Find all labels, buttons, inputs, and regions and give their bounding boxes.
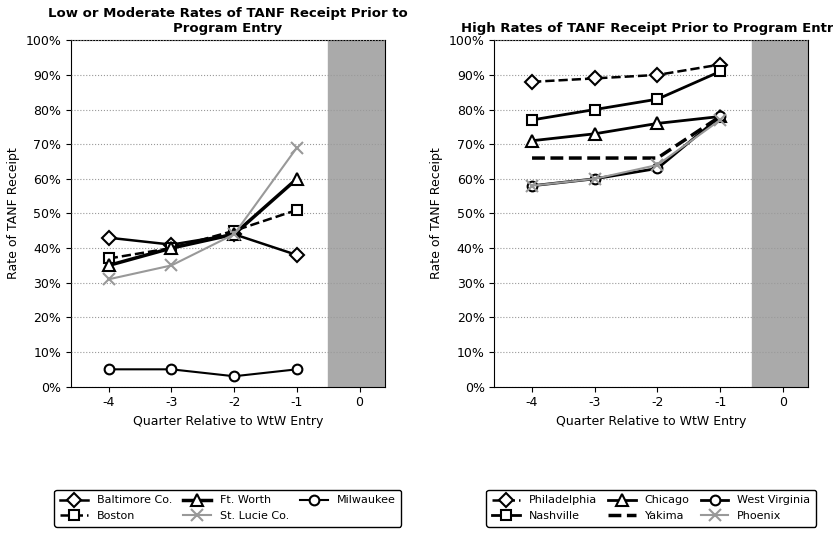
Legend: Baltimore Co., Boston, Ft. Worth, St. Lucie Co., Milwaukee: Baltimore Co., Boston, Ft. Worth, St. Lu… xyxy=(54,490,402,527)
Legend: Philadelphia, Nashville, Chicago, Yakima, West Virginia, Phoenix: Philadelphia, Nashville, Chicago, Yakima… xyxy=(486,490,816,527)
X-axis label: Quarter Relative to WtW Entry: Quarter Relative to WtW Entry xyxy=(556,415,746,428)
Title: Low or Moderate Rates of TANF Receipt Prior to
Program Entry: Low or Moderate Rates of TANF Receipt Pr… xyxy=(48,7,408,35)
Y-axis label: Rate of TANF Receipt: Rate of TANF Receipt xyxy=(7,148,20,279)
Title: High Rates of TANF Receipt Prior to Program Entry: High Rates of TANF Receipt Prior to Prog… xyxy=(461,22,833,35)
X-axis label: Quarter Relative to WtW Entry: Quarter Relative to WtW Entry xyxy=(132,415,323,428)
Bar xyxy=(751,40,808,387)
Bar xyxy=(328,40,385,387)
Y-axis label: Rate of TANF Receipt: Rate of TANF Receipt xyxy=(431,148,443,279)
